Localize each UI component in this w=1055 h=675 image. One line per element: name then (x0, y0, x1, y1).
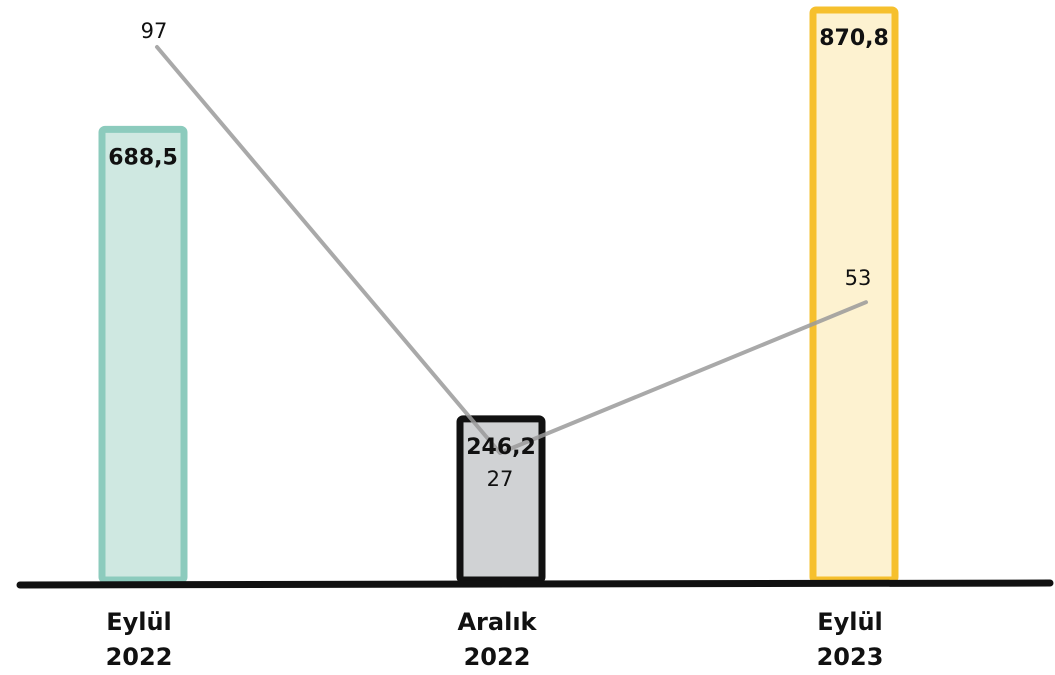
bar-value-label-2: 246,2 (466, 435, 536, 460)
line-value-label-1: 97 (141, 19, 168, 43)
label-layer: 688,5 246,2 870,8 97 27 53 (108, 19, 889, 491)
x-axis-baseline (16, 579, 1054, 589)
line-series (155, 45, 868, 455)
bar-value-label-3: 870,8 (819, 26, 889, 51)
bar-layer (98, 6, 899, 584)
category-label-2-line-2: 2022 (464, 643, 531, 671)
category-label-1-line-1: Eylül (106, 608, 172, 636)
bar-2 (456, 415, 546, 584)
category-label-layer: Eylül 2022 Aralık 2022 Eylül 2023 (106, 608, 884, 671)
category-label-2-line-1: Aralık (457, 608, 537, 636)
line-layer (155, 45, 868, 455)
bar-1 (98, 125, 188, 584)
line-value-label-3: 53 (845, 266, 872, 290)
line-value-label-2: 27 (487, 467, 514, 491)
category-label-3-line-1: Eylül (817, 608, 883, 636)
bar-value-label-1: 688,5 (108, 145, 178, 170)
bar-3 (809, 6, 899, 584)
category-label-3-line-2: 2023 (817, 643, 884, 671)
category-label-1-line-2: 2022 (106, 643, 173, 671)
